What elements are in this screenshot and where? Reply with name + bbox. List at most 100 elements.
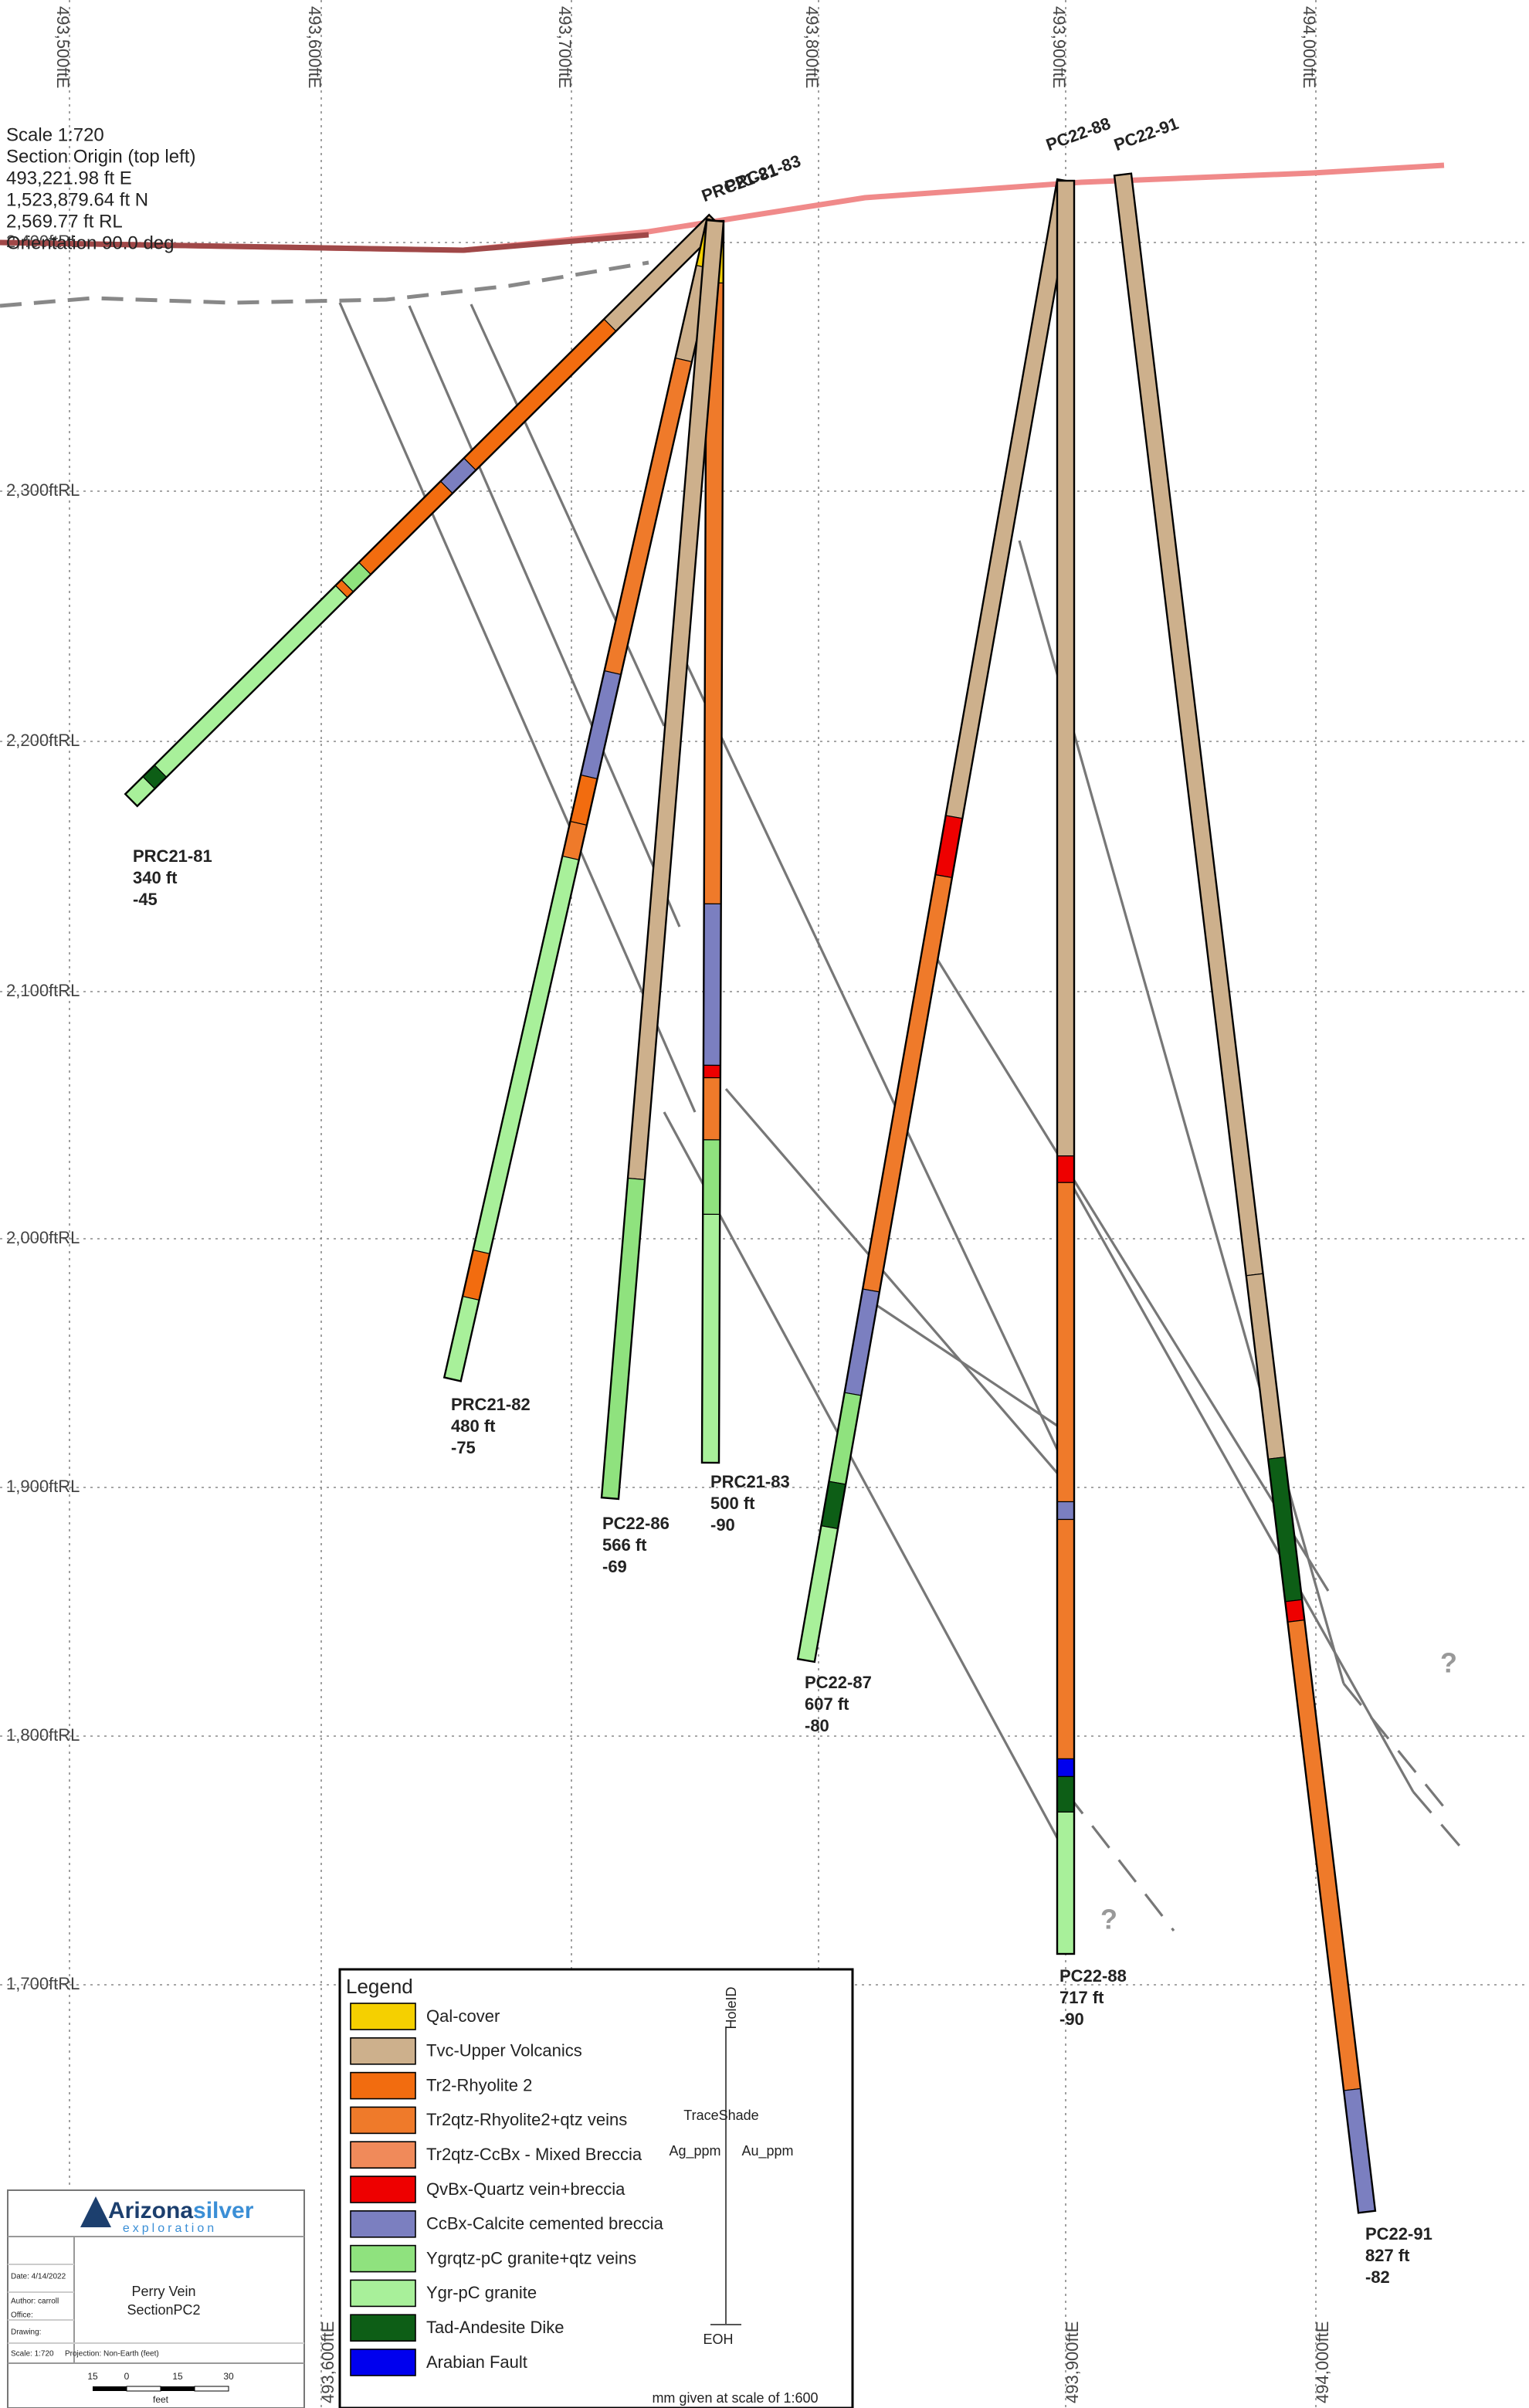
lithology-interval <box>1056 1155 1075 1183</box>
legend-box <box>338 1968 854 2408</box>
lithology-interval <box>701 1213 720 1463</box>
origin-title: Section Origin (top left) <box>6 146 195 167</box>
lithology-interval <box>703 1064 721 1079</box>
scale-bar: 15 0 15 30 feet <box>87 2371 234 2405</box>
hole-id: PRC21-83 <box>710 1472 790 1491</box>
logo-main: Arizonasilver <box>108 2198 254 2223</box>
hole-id: PRC21-82 <box>451 1395 531 1414</box>
projection-line <box>1342 1682 1446 1809</box>
rl-label: 1,900ftRL <box>6 1477 80 1496</box>
orientation: Orientation 90.0 deg <box>6 232 175 253</box>
legend-label: Tr2qtz-Rhyolite2+qtz veins <box>426 2110 627 2129</box>
projection-line <box>1064 1173 1415 1792</box>
legend-swatch <box>350 2176 416 2203</box>
hole-outline <box>600 219 725 1501</box>
legend-label: CcBx-Calcite cemented breccia <box>426 2214 664 2233</box>
logo-mark <box>80 2196 111 2227</box>
projection-line <box>925 941 1330 1592</box>
legend-label: Arabian Fault <box>426 2352 527 2372</box>
drawing-subtitle: SectionPC2 <box>127 2302 200 2318</box>
drill-hole <box>796 178 1076 1664</box>
rl-label: 1,700ftRL <box>6 1974 80 1993</box>
trace-ag: Ag_ppm <box>669 2143 720 2159</box>
projection-line <box>678 648 1067 1468</box>
legend-swatch <box>350 2210 416 2238</box>
easting-label: 493,600ftE <box>305 6 324 88</box>
legend-items: Qal-cover Tvc-Upper Volcanics Tr2-Rhyolite… <box>350 2003 664 2376</box>
lithology-interval <box>1056 1518 1075 1760</box>
office: Office: <box>11 2311 33 2320</box>
hole-length: 500 ft <box>710 1494 755 1513</box>
hole-length: 607 ft <box>805 1694 849 1714</box>
scale-label: 0 <box>124 2371 130 2382</box>
scale: Scale 1:720 <box>6 124 104 145</box>
drill-hole <box>600 219 725 1501</box>
trace-eoh: EOH <box>703 2332 733 2347</box>
lithology-interval <box>703 903 722 1067</box>
lithology-interval <box>1056 1182 1075 1503</box>
legend-swatch <box>350 2037 416 2065</box>
scale-label: 30 <box>223 2371 234 2382</box>
lithology-interval <box>1056 180 1075 1157</box>
legend-label: Tr2-Rhyolite 2 <box>426 2075 532 2094</box>
rl-label: 2,300ftRL <box>6 480 80 500</box>
projection-line <box>724 1087 1067 1484</box>
legend-swatch <box>350 2003 416 2030</box>
easting-label: 493,800ftE <box>802 6 822 88</box>
hole-dip: -45 <box>133 890 158 909</box>
scale-label: 15 <box>172 2371 183 2382</box>
hole-outline <box>1113 172 1377 2214</box>
hole-length: 717 ft <box>1059 1988 1104 2007</box>
easting-label: 494,000ftE <box>1300 6 1319 88</box>
hole-id: PRC21-81 <box>133 846 212 866</box>
drill-hole <box>124 213 723 808</box>
question-mark: ? <box>1100 1904 1117 1935</box>
projection-line <box>663 1111 1067 1854</box>
base-of-cover <box>0 260 649 308</box>
northing: 1,523,879.64 ft N <box>6 189 148 210</box>
scale-seg <box>126 2386 161 2392</box>
hole-length: 827 ft <box>1365 2246 1410 2265</box>
drawing: Drawing: <box>11 2328 41 2337</box>
legend-label: Tvc-Upper Volcanics <box>426 2041 582 2060</box>
legend-label: Ygr-pC granite <box>426 2283 537 2302</box>
trace-au: Au_ppm <box>741 2143 793 2159</box>
rl-label: 2,100ftRL <box>6 981 80 1000</box>
projection-line <box>338 302 697 1113</box>
projection: Projection: Non-Earth (feet) <box>65 2350 159 2359</box>
projection-line <box>864 1296 1074 1438</box>
lithology-interval <box>1056 1811 1075 1955</box>
legend-swatch <box>350 2314 416 2342</box>
hole-id: PC22-91 <box>1365 2224 1432 2244</box>
legend-label: Ygrqtz-pC granite+qtz veins <box>426 2248 636 2267</box>
lithology-interval <box>1056 1775 1075 1813</box>
title-block-box <box>7 2189 305 2408</box>
drill-hole <box>442 218 725 1382</box>
drawing-title: Perry Vein <box>131 2284 195 2299</box>
hole-length: 566 ft <box>602 1535 647 1555</box>
legend-label: Tr2qtz-CcBx - Mixed Breccia <box>426 2145 642 2164</box>
legend-title: Legend <box>346 1975 413 1998</box>
elevation: 2,569.77 ft RL <box>6 211 123 232</box>
scale-seg <box>93 2386 127 2391</box>
easting-label-bottom: 494,000ftE <box>1313 2322 1332 2403</box>
question-mark: ? <box>1440 1647 1457 1679</box>
legend-swatch <box>350 2279 416 2308</box>
trace-shade: TraceShade <box>683 2108 758 2123</box>
rl-label: 2,200ftRL <box>6 731 80 750</box>
trace-holeid: HoleID <box>724 1986 739 2029</box>
logo-main-text: Arizona <box>108 2198 193 2223</box>
scale-text: Scale: 1:720 <box>11 2350 54 2359</box>
projection-line <box>1412 1790 1461 1847</box>
legend-note: mm given at scale of 1:600 <box>652 2390 818 2406</box>
legend-swatch <box>350 2349 416 2376</box>
lithology-interval <box>702 1077 721 1141</box>
legend: Legend Qal-cover Tvc-Upper Volcanics Tr2-R… <box>338 1968 854 2408</box>
easting-label-bottom: 493,900ftE <box>1063 2322 1082 2403</box>
rl-label: 2,000ftRL <box>6 1228 80 1247</box>
drill-hole <box>1113 172 1377 2214</box>
legend-swatch <box>350 2244 416 2273</box>
projection-line <box>1064 1791 1175 1931</box>
projection-line <box>408 305 681 928</box>
topography-old <box>0 232 649 253</box>
